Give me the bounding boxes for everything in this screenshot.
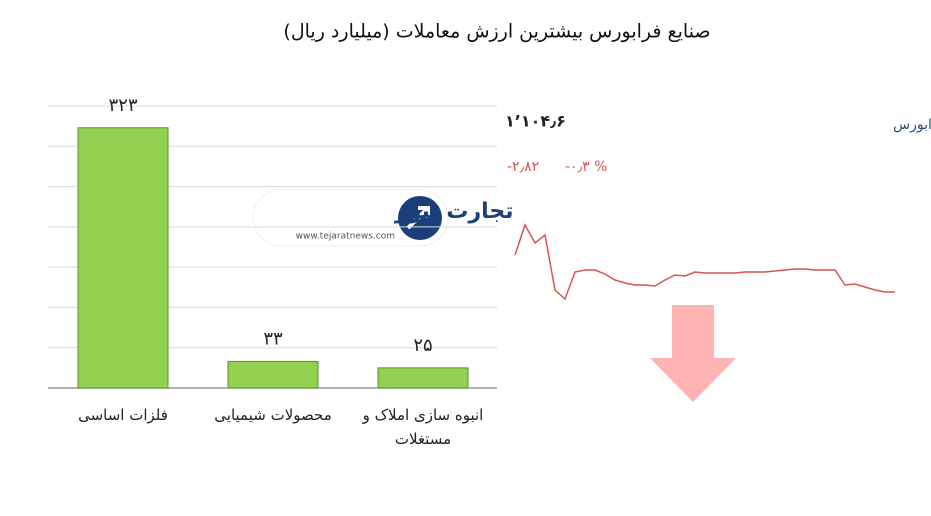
- change-percent: -۰٫۳ %: [565, 159, 607, 175]
- value-label: ۲۵: [413, 335, 432, 356]
- value-label: ۳۳: [263, 328, 283, 349]
- logo-name: تجارت نیوز: [394, 199, 514, 224]
- index-value: ۱٬۱۰۴٫۶: [505, 112, 566, 131]
- logo-url: www.tejaratnews.com: [296, 232, 395, 242]
- bar: [377, 367, 469, 389]
- widget-title: کل فرابورس: [893, 117, 931, 133]
- trend-arrow: [650, 305, 736, 402]
- bar: [227, 360, 319, 389]
- value-label: ۳۲۳: [108, 95, 137, 116]
- change-value: -۲٫۸۲: [507, 159, 539, 175]
- chart-title: صنایع فرابورس بیشترین ارزش معاملات (میلی…: [283, 21, 710, 43]
- x-tick-label: انبوه سازی املاک و مستغلات: [362, 406, 484, 448]
- x-tick-label: محصولات شیمیایی: [214, 406, 332, 424]
- index-line: [514, 223, 895, 301]
- logo: تجارت نیوز www.tejaratnews.com: [252, 189, 514, 247]
- x-tick-label: فلزات اساسی: [78, 406, 168, 424]
- logo-arrow: [406, 206, 430, 230]
- bar: [77, 127, 169, 389]
- logo-background: [252, 189, 449, 247]
